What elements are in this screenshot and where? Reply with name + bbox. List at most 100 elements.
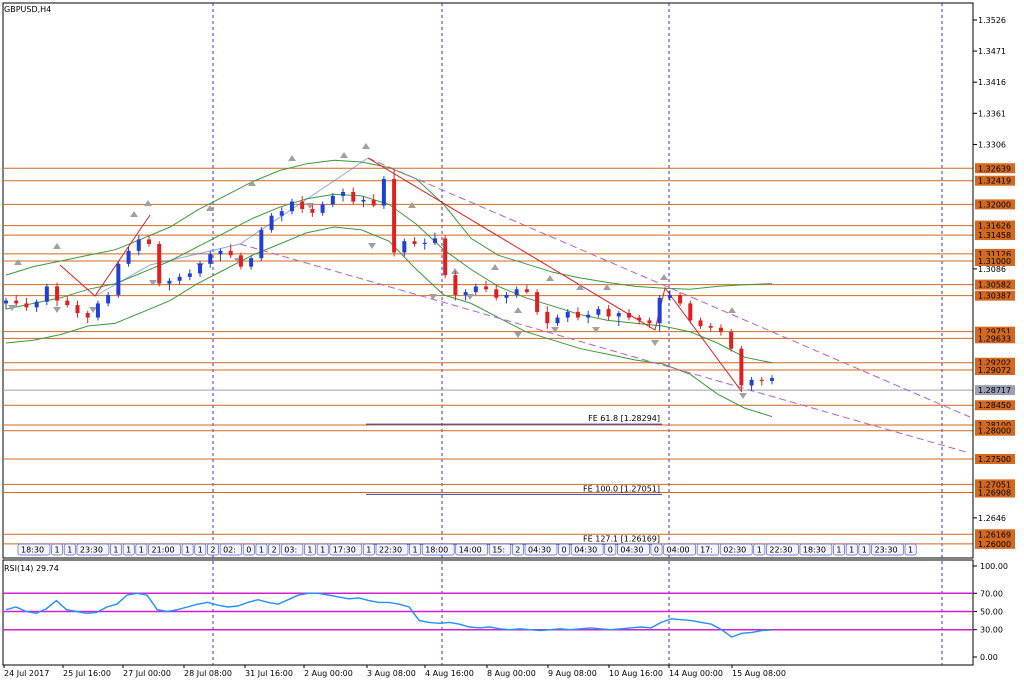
candle-41 xyxy=(422,238,427,250)
price-tick-label-5: 1.3086 xyxy=(978,265,1006,274)
level-label-15: 1.28000 xyxy=(978,427,1011,436)
fractal-down-11 xyxy=(551,327,559,333)
fractal-up-12 xyxy=(514,307,522,313)
fractal-up-7 xyxy=(340,152,348,158)
candle-body xyxy=(412,241,417,245)
candle-body xyxy=(729,331,734,349)
price-tick-label-6: 1.2646 xyxy=(978,514,1006,523)
candle-body xyxy=(310,208,315,213)
session-label-6: 1 xyxy=(139,546,144,555)
level-label-bg-13 xyxy=(975,400,1015,411)
session-box-9 xyxy=(194,543,207,556)
candle-68 xyxy=(698,317,703,329)
session-label-11: 02: xyxy=(223,546,236,555)
candle-47 xyxy=(484,280,489,293)
session-label-1: 1 xyxy=(55,546,60,555)
candle-body xyxy=(24,303,29,308)
candle-body xyxy=(4,300,8,304)
candle-body xyxy=(269,215,274,230)
candle-20 xyxy=(208,250,213,268)
candle-body xyxy=(14,300,19,304)
session-label-41: 23:30 xyxy=(875,546,898,555)
fe-label-0: FE 61.8 [1.28294] xyxy=(588,414,660,423)
session-box-35 xyxy=(753,543,766,556)
time-label-2: 27 Jul 00:00 xyxy=(123,669,171,678)
candle-body xyxy=(759,379,764,381)
session-label-29: 0 xyxy=(608,546,613,555)
candle-6 xyxy=(65,296,70,308)
candle-55 xyxy=(565,309,570,323)
fractal-up-15 xyxy=(603,284,611,290)
candle-63 xyxy=(647,317,652,328)
session-box-20 xyxy=(375,543,409,556)
candle-body xyxy=(718,327,723,332)
session-label-31: 0 xyxy=(654,546,659,555)
candle-22 xyxy=(228,244,233,259)
level-label-bg-7 xyxy=(975,279,1015,290)
candle-body xyxy=(667,294,672,298)
candle-body xyxy=(504,294,509,298)
candle-body xyxy=(555,317,560,324)
price-levels xyxy=(3,167,973,545)
candle-body xyxy=(647,320,652,324)
session-box-11 xyxy=(219,543,243,556)
current-price-label: 1.28717 xyxy=(978,386,1011,395)
rsi-panel[interactable]: 100.00 70.00 50.00 30.00 0.00 xyxy=(3,562,1008,662)
candle-body xyxy=(402,241,407,253)
candle-body xyxy=(708,326,713,328)
level-label-bg-0 xyxy=(975,163,1015,174)
fractal-up-8 xyxy=(362,143,370,149)
session-label-12: 0 xyxy=(246,546,251,555)
candles[interactable] xyxy=(4,169,774,392)
candle-body xyxy=(443,238,448,276)
rsi-tick-label-1: 70.00 xyxy=(980,589,1003,598)
fractal-down-14 xyxy=(739,393,747,399)
session-label-23: 14:00 xyxy=(459,546,482,555)
fractal-up-10 xyxy=(451,268,459,274)
level-label-bg-16 xyxy=(975,453,1015,464)
fe-label-1: FE 100.0 [1.27051] xyxy=(583,484,660,493)
candle-body xyxy=(586,314,591,318)
candle-35 xyxy=(361,195,366,208)
candle-body xyxy=(575,311,580,318)
candle-7 xyxy=(75,300,80,318)
session-label-4: 1 xyxy=(113,546,118,555)
candle-body xyxy=(473,286,478,293)
candle-74 xyxy=(759,376,764,386)
fractal-down-7 xyxy=(368,243,376,249)
rsi-tick-label-4: 0.00 xyxy=(980,653,998,662)
session-box-28 xyxy=(570,543,604,556)
session-box-17 xyxy=(316,543,329,556)
candle-24 xyxy=(249,255,254,270)
session-box-32 xyxy=(663,543,696,556)
session-label-8: 1 xyxy=(185,546,190,555)
session-label-14: 2 xyxy=(272,546,277,555)
candle-32 xyxy=(330,193,335,208)
candle-body xyxy=(361,199,366,202)
time-label-10: 10 Aug 16:00 xyxy=(609,669,663,678)
session-box-29 xyxy=(604,543,617,556)
session-box-26 xyxy=(524,543,558,556)
fractal-up-2 xyxy=(130,211,138,217)
session-box-38 xyxy=(833,543,845,556)
rsi-tick-label-2: 50.00 xyxy=(980,608,1003,617)
candle-25 xyxy=(259,227,264,261)
fractal-up-13 xyxy=(546,275,554,281)
candle-16 xyxy=(167,277,172,291)
session-label-15: 03: xyxy=(284,546,297,555)
fractal-down-10 xyxy=(514,332,522,338)
candle-body xyxy=(392,178,397,253)
fractal-down-3 xyxy=(149,280,157,286)
rsi-line xyxy=(5,592,773,638)
candle-body xyxy=(422,242,427,245)
candle-49 xyxy=(504,292,509,304)
channel-lower-line xyxy=(239,243,967,453)
price-channel xyxy=(8,143,971,453)
candle-body xyxy=(187,273,192,277)
candle-3 xyxy=(34,299,39,312)
time-label-7: 4 Aug 16:00 xyxy=(425,669,474,678)
candle-42 xyxy=(432,232,437,246)
level-label-1: 1.32419 xyxy=(978,177,1011,186)
